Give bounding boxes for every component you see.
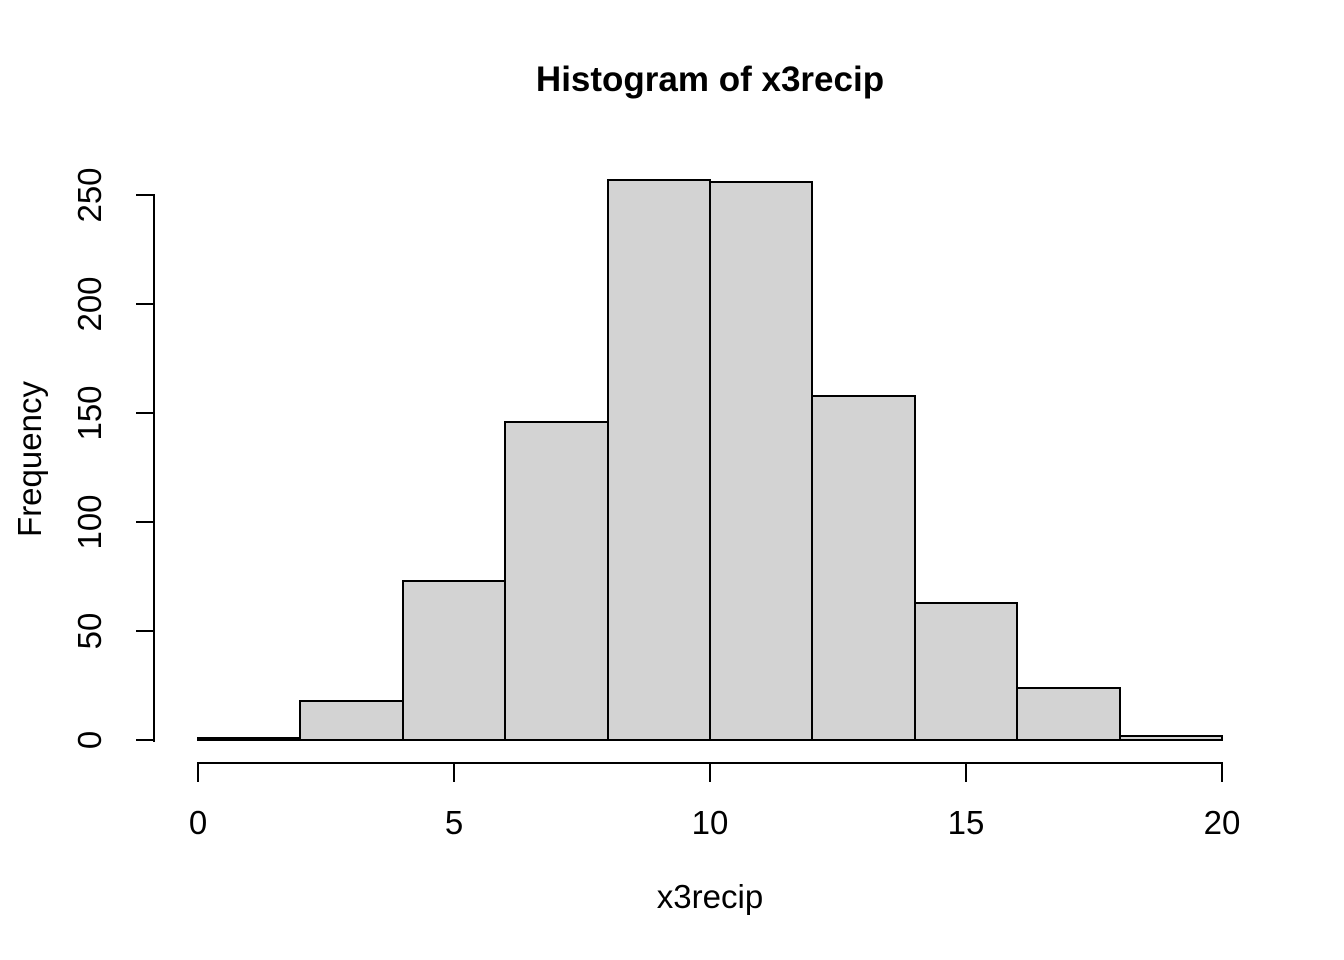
histogram-bar xyxy=(913,601,1019,741)
histogram-bar xyxy=(709,180,814,741)
histogram-bar xyxy=(197,736,302,741)
histogram-bar xyxy=(811,394,916,741)
y-tick-mark xyxy=(136,739,155,741)
histogram-bar xyxy=(1016,686,1121,741)
y-tick-label: 50 xyxy=(71,612,108,650)
y-tick-mark xyxy=(136,194,155,196)
y-tick-mark xyxy=(136,521,155,523)
y-tick-label: 250 xyxy=(71,167,108,223)
y-tick-mark xyxy=(136,630,155,632)
histogram-bar xyxy=(299,699,404,741)
x-tick-label: 0 xyxy=(188,804,208,841)
histogram-bar xyxy=(504,420,609,741)
histogram-bar xyxy=(606,178,711,741)
x-tick-mark xyxy=(453,763,455,782)
y-tick-label: 100 xyxy=(71,494,108,550)
histogram-bar xyxy=(1118,734,1223,741)
x-axis-title: x3recip xyxy=(656,878,764,915)
x-tick-label: 5 xyxy=(444,804,464,841)
y-tick-mark xyxy=(136,303,155,305)
x-tick-label: 10 xyxy=(691,804,729,841)
y-tick-label: 0 xyxy=(71,730,108,750)
x-tick-mark xyxy=(965,763,967,782)
x-tick-mark xyxy=(1221,763,1223,782)
y-tick-label: 200 xyxy=(71,276,108,332)
y-tick-mark xyxy=(136,412,155,414)
x-tick-label: 15 xyxy=(947,804,985,841)
chart-title: Histogram of x3recip xyxy=(535,60,885,99)
x-tick-mark xyxy=(709,763,711,782)
y-axis-title: Frequency xyxy=(11,381,48,537)
histogram-bar xyxy=(401,579,507,741)
x-tick-label: 20 xyxy=(1203,804,1241,841)
x-tick-mark xyxy=(197,763,199,782)
y-axis-line xyxy=(153,194,155,742)
y-tick-label: 150 xyxy=(71,385,108,441)
